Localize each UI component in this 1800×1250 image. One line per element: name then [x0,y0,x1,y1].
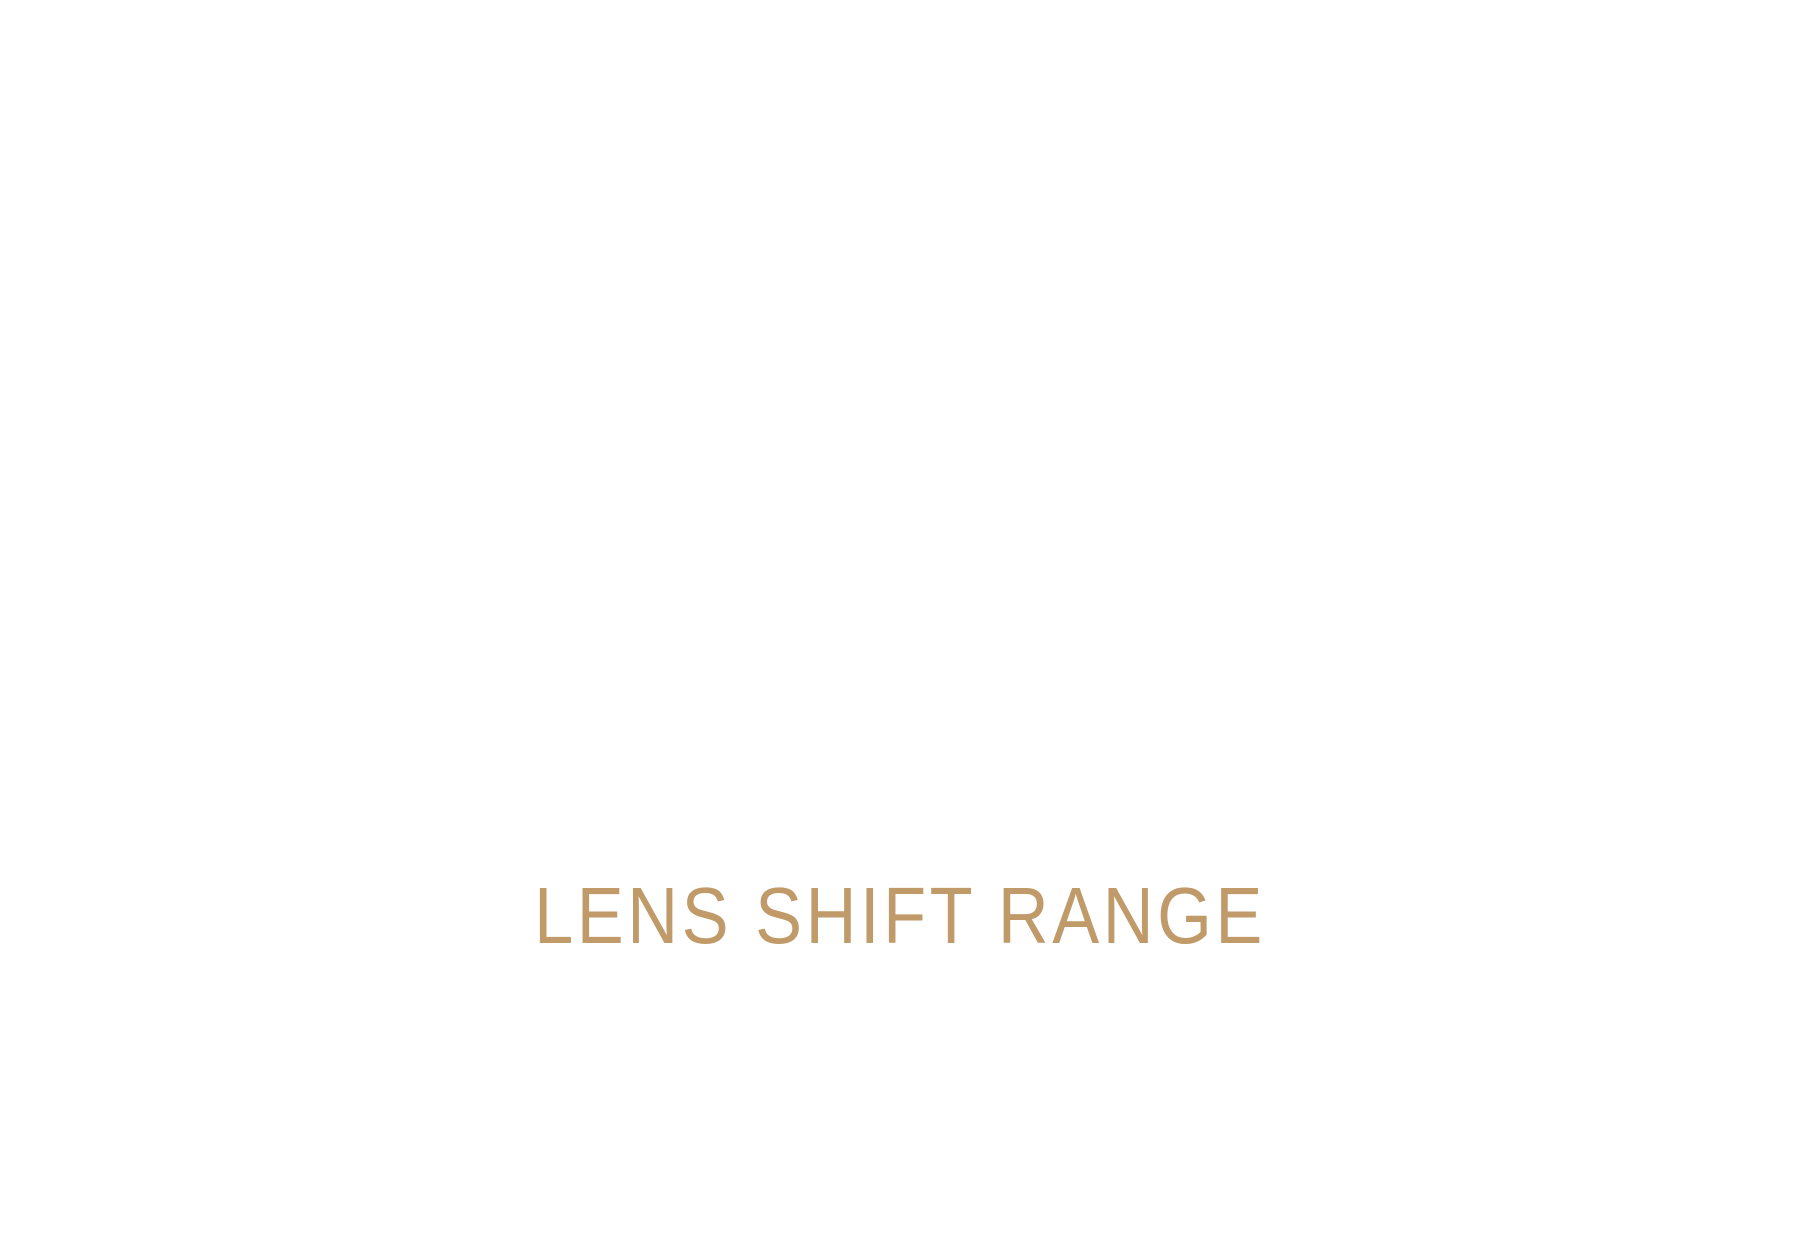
stat-vertical-value: 47% [1137,448,1483,668]
stat-horizontal-label: HORIZONTAL [295,290,824,378]
stats-row: HORIZONTAL 96% VERTICAL 47% [0,290,1800,668]
stat-vertical: VERTICAL 47% [1080,290,1541,668]
subtitle-lens-shift-range: LENS SHIFT RANGE [108,870,1692,962]
infographic-container: HORIZONTAL 96% VERTICAL 47% LENS SHIFT R… [0,0,1800,1250]
stat-horizontal-value: 96% [386,448,732,668]
stat-horizontal: HORIZONTAL 96% [259,290,860,668]
stat-vertical-label: VERTICAL [1108,290,1513,378]
